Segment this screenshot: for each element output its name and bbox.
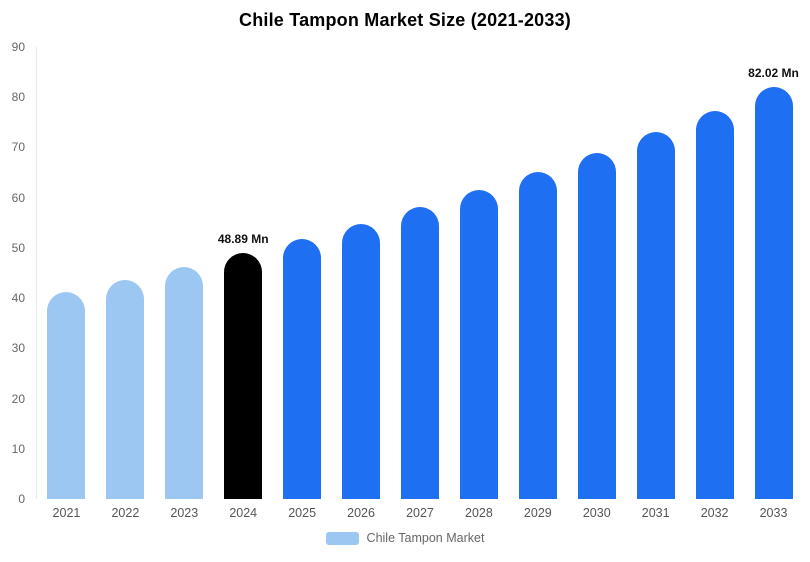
bar-slot <box>626 47 685 499</box>
x-tick-label: 2025 <box>288 506 317 520</box>
bar-slot <box>567 47 626 499</box>
bar-2021[interactable] <box>47 291 86 499</box>
y-tick-label: 40 <box>11 291 25 306</box>
x-tick-label: 2024 <box>229 506 258 520</box>
y-tick-label: 0 <box>18 492 25 506</box>
legend-swatch[interactable] <box>325 531 359 545</box>
x-tick-label: 2029 <box>523 506 552 520</box>
bar-2027[interactable] <box>400 207 439 499</box>
x-tick-label: 2030 <box>582 506 611 520</box>
legend-item[interactable]: Chile Tampon Market <box>0 531 810 545</box>
bar-2026[interactable] <box>342 223 381 499</box>
bar-slot <box>332 47 391 499</box>
x-tick-label: 2028 <box>465 506 493 520</box>
x-tick-label: 2022 <box>111 506 140 520</box>
bar-2029[interactable] <box>518 172 557 499</box>
y-tick-label: 80 <box>11 90 25 105</box>
x-tick-label: 2023 <box>170 506 199 520</box>
bar-2033[interactable] <box>754 87 793 499</box>
y-tick-label: 50 <box>11 240 25 255</box>
x-tick-label: 2021 <box>52 506 81 520</box>
bar-2028[interactable] <box>459 190 498 499</box>
y-tick-label: 70 <box>11 140 25 155</box>
y-tick-label: 90 <box>11 40 25 54</box>
bar-slot <box>508 47 567 499</box>
bar-2023[interactable] <box>165 267 204 499</box>
y-tick-label: 20 <box>11 391 25 406</box>
x-tick-label: 2032 <box>700 506 729 520</box>
y-tick-label: 60 <box>11 190 25 205</box>
bar-2032[interactable] <box>695 110 734 499</box>
bar-2031[interactable] <box>636 132 675 499</box>
bar-value-label: 48.89 Mn <box>217 232 269 247</box>
x-axis: 2021 2022 2023 2024 2025 2026 2027 2028 2029 2030… <box>37 506 803 520</box>
bar-2024[interactable] <box>224 253 263 499</box>
x-tick-label: 2027 <box>406 506 434 520</box>
bar-slot: 82.02 Mn <box>744 47 803 499</box>
x-tick-label: 2033 <box>759 506 788 520</box>
bar-2030[interactable] <box>577 152 616 499</box>
y-axis: 0 10 20 30 40 50 60 70 80 90 <box>1 40 31 506</box>
x-tick-label: 2026 <box>347 506 375 520</box>
chart-title: Chile Tampon Market Size (2021-2033) <box>239 10 571 30</box>
bar-value-label: 82.02 Mn <box>748 66 799 81</box>
bar-slot: 48.89 Mn <box>214 47 273 499</box>
y-tick-label: 30 <box>11 341 25 356</box>
bar-2022[interactable] <box>106 279 145 499</box>
bar-slot <box>685 47 744 499</box>
bar-slot <box>37 47 96 499</box>
bar-slot <box>273 47 332 499</box>
bar-slot <box>449 47 508 499</box>
x-tick-label: 2031 <box>641 506 670 520</box>
bar-slot <box>96 47 155 499</box>
legend-label[interactable]: Chile Tampon Market <box>366 531 485 545</box>
bar-2025[interactable] <box>283 239 322 499</box>
plot-area: 0 10 20 30 40 50 60 70 80 90 48.89 Mn 82.02 Mn 202… <box>12 40 803 520</box>
bar-slot <box>155 47 214 499</box>
y-tick-label: 10 <box>11 441 25 456</box>
bars: 48.89 Mn 82.02 Mn <box>37 47 803 499</box>
bar-slot <box>391 47 450 499</box>
